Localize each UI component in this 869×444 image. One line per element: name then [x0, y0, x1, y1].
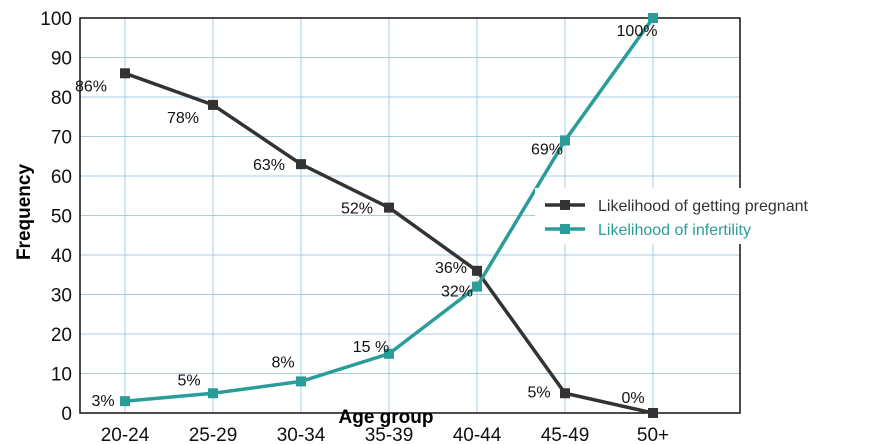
legend-label: Likelihood of getting pregnant — [598, 198, 808, 215]
series-group — [120, 13, 658, 418]
data-label: 15 % — [353, 339, 389, 356]
data-point — [120, 68, 130, 79]
data-label: 36% — [435, 260, 467, 277]
y-tick-label: 70 — [51, 128, 72, 149]
data-point — [208, 99, 218, 110]
x-tick-labels: 20-24 25-29 30-34 35-39 40-44 45-49 50+ — [101, 425, 669, 444]
x-tick-label: 50+ — [637, 425, 669, 444]
x-tick-label: 45-49 — [541, 425, 590, 444]
data-label: 0% — [621, 390, 644, 407]
y-tick-label: 100 — [40, 9, 72, 30]
data-label: 52% — [341, 201, 373, 218]
data-label: 32% — [441, 284, 473, 301]
y-tick-label: 60 — [51, 167, 72, 188]
data-point — [384, 202, 394, 213]
legend-swatch-marker — [560, 224, 570, 234]
legend-label: Likelihood of infertility — [598, 222, 751, 239]
data-point — [296, 376, 306, 387]
legend-background — [535, 188, 869, 244]
data-point — [472, 265, 482, 276]
y-tick-label: 40 — [51, 246, 72, 267]
data-point — [296, 159, 306, 170]
data-label: 3% — [91, 393, 114, 410]
data-label: 5% — [177, 372, 200, 389]
y-tick-label: 80 — [51, 88, 72, 109]
data-label: 100% — [617, 23, 658, 40]
legend: Likelihood of getting pregnant Likelihood… — [535, 188, 869, 244]
data-labels: 86% 78% 63% 52% 36% 5% 0% 3% 5% 8% 15 % 32% 69% 100% — [75, 23, 657, 410]
x-tick-label: 30-34 — [277, 425, 326, 444]
data-point — [560, 388, 570, 399]
data-label: 63% — [253, 157, 285, 174]
data-label: 86% — [75, 78, 107, 95]
x-tick-label: 35-39 — [365, 425, 414, 444]
y-tick-labels: 0 10 20 30 40 50 60 70 80 90 100 — [40, 9, 72, 425]
data-point — [384, 348, 394, 359]
x-tick-label: 20-24 — [101, 425, 150, 444]
x-axis-title: Age group — [339, 407, 434, 428]
data-point — [648, 408, 658, 418]
data-point — [560, 135, 570, 146]
data-label: 5% — [527, 384, 550, 401]
data-label: 69% — [531, 141, 563, 158]
y-tick-label: 50 — [51, 207, 72, 228]
y-tick-label: 20 — [51, 325, 72, 346]
data-point — [472, 281, 482, 292]
y-tick-label: 30 — [51, 286, 72, 307]
y-tick-label: 90 — [51, 49, 72, 70]
data-point — [120, 396, 130, 407]
data-label: 78% — [167, 110, 199, 127]
data-label: 8% — [271, 354, 294, 371]
x-tick-label: 40-44 — [453, 425, 502, 444]
legend-swatch-marker — [560, 200, 570, 210]
y-tick-label: 10 — [51, 365, 72, 386]
data-point — [648, 13, 658, 23]
y-tick-label: 0 — [61, 404, 72, 425]
x-tick-label: 25-29 — [189, 425, 238, 444]
y-axis-title: Frequency — [14, 164, 35, 261]
data-point — [208, 388, 218, 399]
